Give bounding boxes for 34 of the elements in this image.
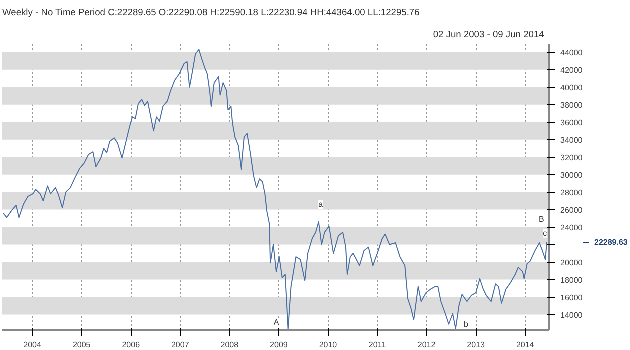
x-tick-label: 2006 bbox=[122, 340, 141, 350]
y-tick-label: 20000 bbox=[560, 258, 584, 268]
y-tick-label: 42000 bbox=[560, 66, 584, 75]
x-tick-label: 2014 bbox=[516, 340, 535, 350]
x-tick-label: 2004 bbox=[24, 340, 42, 350]
chart-title: Weekly - No Time Period C:22289.65 O:22290.08 H:22590.18 L:22230.94 HH:44364.00 LL:12295.76 bbox=[2, 8, 420, 18]
x-tick-label: 2012 bbox=[418, 340, 436, 350]
y-tick-label: 36000 bbox=[560, 118, 584, 128]
x-tick-label: 2010 bbox=[319, 340, 338, 350]
x-tick-label: 2005 bbox=[72, 340, 92, 350]
y-tick-label: 34000 bbox=[560, 136, 584, 145]
annotation: c bbox=[543, 228, 548, 238]
annotation: A bbox=[274, 318, 280, 328]
annotation: b bbox=[464, 320, 469, 329]
y-tick-label: 28000 bbox=[560, 188, 584, 198]
y-tick-label: 14000 bbox=[560, 310, 584, 320]
text: 22289.63 bbox=[594, 238, 628, 248]
y-tick-label: 30000 bbox=[560, 170, 584, 180]
y-tick-label: 44000 bbox=[560, 48, 584, 58]
chart-subtitle: 02 Jun 2003 - 09 Jun 2014 bbox=[433, 30, 544, 40]
x-tick-label: 2008 bbox=[220, 340, 240, 350]
x-tick-label: 2009 bbox=[270, 340, 288, 350]
x-tick-label: 2011 bbox=[368, 340, 387, 350]
y-tick-label: 24000 bbox=[560, 223, 584, 232]
x-tick-label: 2013 bbox=[467, 340, 486, 350]
y-tick-label: 18000 bbox=[560, 276, 584, 285]
x-tick-label: 2007 bbox=[172, 340, 190, 350]
annotation: B bbox=[538, 214, 544, 224]
y-tick-label: 26000 bbox=[560, 206, 584, 215]
y-tick-label: 32000 bbox=[560, 153, 584, 162]
y-tick-label: 16000 bbox=[560, 293, 584, 302]
y-tick-label: 38000 bbox=[560, 100, 584, 110]
y-tick-label: 40000 bbox=[560, 83, 584, 92]
annotation: a bbox=[318, 200, 324, 210]
